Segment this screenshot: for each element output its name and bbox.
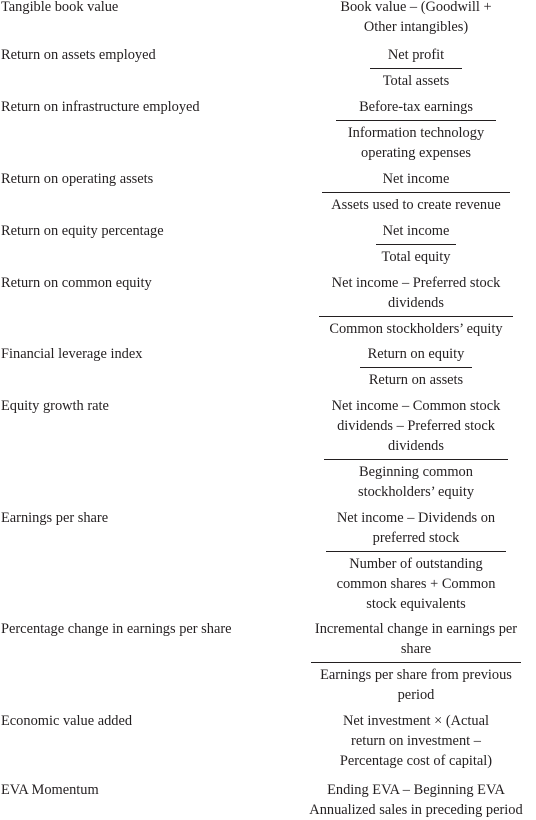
formula: Incremental change in earnings per share… — [296, 619, 536, 705]
numerator: Ending EVA – Beginning EVA — [327, 782, 505, 798]
fraction: Net income Total equity — [376, 221, 456, 267]
formula-text: Book value – (Goodwill + Other intangibl… — [340, 0, 492, 35]
term-label: Return on assets employed — [1, 47, 156, 63]
denominator: Assets used to create revenue — [331, 197, 501, 213]
term-label: EVA Momentum — [1, 782, 99, 798]
fraction: Net income – Preferred stock dividends C… — [319, 273, 513, 339]
denominator: Earnings per share from previous period — [320, 667, 512, 703]
formula: Net profit Total assets — [296, 45, 536, 91]
denominator: Total assets — [382, 73, 450, 89]
denominator: Annualized sales in preceding period — [309, 802, 523, 818]
formula: Ending EVA – Beginning EVA Annualized sa… — [296, 780, 536, 820]
fraction: Incremental change in earnings per share… — [311, 619, 521, 705]
term-label: Earnings per share — [1, 510, 109, 526]
fraction: Net income – Common stock dividends – Pr… — [324, 396, 508, 502]
formula: Net income – Dividends on preferred stoc… — [296, 508, 536, 614]
fraction: Return on equity Return on assets — [360, 344, 472, 390]
fraction: Net income – Dividends on preferred stoc… — [326, 508, 506, 614]
formula-text: Net investment × (Actual return on inves… — [339, 713, 493, 769]
numerator: Net income – Common stock dividends – Pr… — [324, 396, 508, 460]
denominator: Information technology operating expense… — [347, 125, 485, 161]
formula: Net investment × (Actual return on inves… — [296, 711, 536, 771]
term-label: Return on infrastructure employed — [1, 99, 200, 115]
formula: Net income Total equity — [296, 221, 536, 267]
formula: Book value – (Goodwill + Other intangibl… — [296, 0, 536, 37]
formula: Net income – Common stock dividends – Pr… — [296, 396, 536, 502]
numerator: Net income — [376, 221, 456, 245]
fraction: Net profit Total assets — [370, 45, 462, 91]
fraction: Net income Assets used to create revenue — [322, 169, 510, 215]
term-label: Financial leverage index — [1, 346, 143, 362]
denominator: Common stockholders’ equity — [329, 321, 503, 337]
denominator: Number of outstanding common shares + Co… — [336, 556, 496, 612]
term-label: Economic value added — [1, 713, 133, 729]
term-label: Tangible book value — [1, 0, 119, 15]
formula: Net income – Preferred stock dividends C… — [296, 273, 536, 339]
numerator: Before-tax earnings — [336, 97, 496, 121]
numerator: Net profit — [370, 45, 462, 69]
formula: Return on equity Return on assets — [296, 344, 536, 390]
numerator: Net income – Dividends on preferred stoc… — [326, 508, 506, 552]
term-label: Percentage change in earnings per share — [1, 621, 232, 637]
numerator: Incremental change in earnings per share — [311, 619, 521, 663]
term-label: Return on operating assets — [1, 171, 154, 187]
numerator: Net income — [322, 169, 510, 193]
formula: Before-tax earnings Information technolo… — [296, 97, 536, 163]
denominator: Total equity — [381, 249, 451, 265]
numerator: Return on equity — [360, 344, 472, 368]
denominator: Beginning common stockholders’ equity — [357, 464, 475, 500]
term-label: Equity growth rate — [1, 398, 109, 414]
term-label: Return on common equity — [1, 275, 152, 291]
denominator: Return on assets — [368, 372, 464, 388]
formula: Net income Assets used to create revenue — [296, 169, 536, 215]
numerator: Net income – Preferred stock dividends — [319, 273, 513, 317]
fraction: Ending EVA – Beginning EVA Annualized sa… — [296, 780, 536, 820]
fraction: Before-tax earnings Information technolo… — [336, 97, 496, 163]
term-label: Return on equity percentage — [1, 223, 164, 239]
